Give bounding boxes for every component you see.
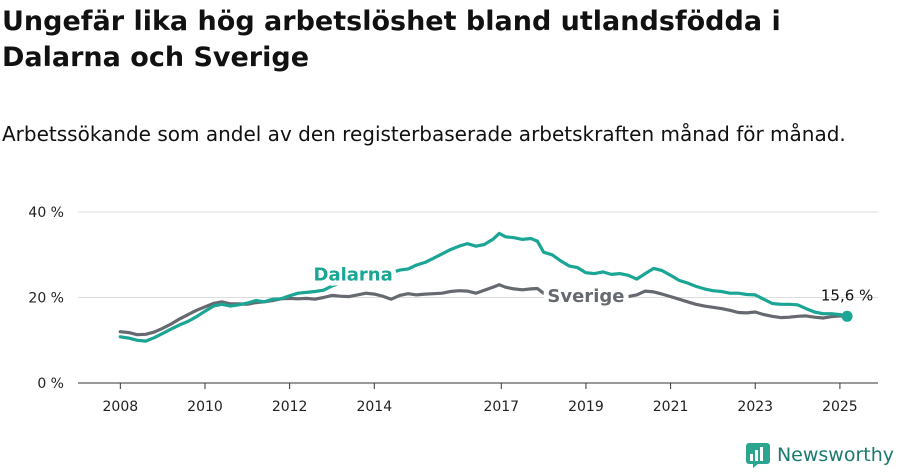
x-tick-label: 2010	[187, 399, 223, 415]
brand-name: Newsworthy	[776, 444, 894, 466]
x-tick-label: 2021	[653, 399, 689, 415]
brand-logo: Newsworthy	[745, 442, 894, 468]
series-label-dalarna: Dalarna	[314, 264, 393, 285]
x-tick-label: 2012	[272, 399, 308, 415]
x-tick-label: 2008	[103, 399, 139, 415]
y-tick-label: 20 %	[28, 291, 64, 307]
x-tick-label: 2023	[737, 399, 773, 415]
y-tick-label: 40 %	[28, 205, 64, 221]
x-tick-label: 2017	[483, 399, 519, 415]
x-tick-label: 2025	[822, 399, 858, 415]
y-tick-label: 0 %	[37, 376, 64, 392]
x-tick-label: 2019	[568, 399, 604, 415]
newsworthy-logo-icon	[745, 443, 770, 468]
chart-subtitle: Arbetssökande som andel av den registerb…	[2, 122, 846, 146]
series-line-dalarna	[118, 231, 849, 343]
end-value-label: 15,6 %	[821, 286, 873, 304]
chart-title: Ungefär lika hög arbetslöshet bland utla…	[2, 6, 781, 73]
end-point-marker	[841, 310, 853, 322]
series-label-sverige: Sverige	[547, 286, 624, 307]
x-tick-label: 2014	[356, 399, 392, 415]
